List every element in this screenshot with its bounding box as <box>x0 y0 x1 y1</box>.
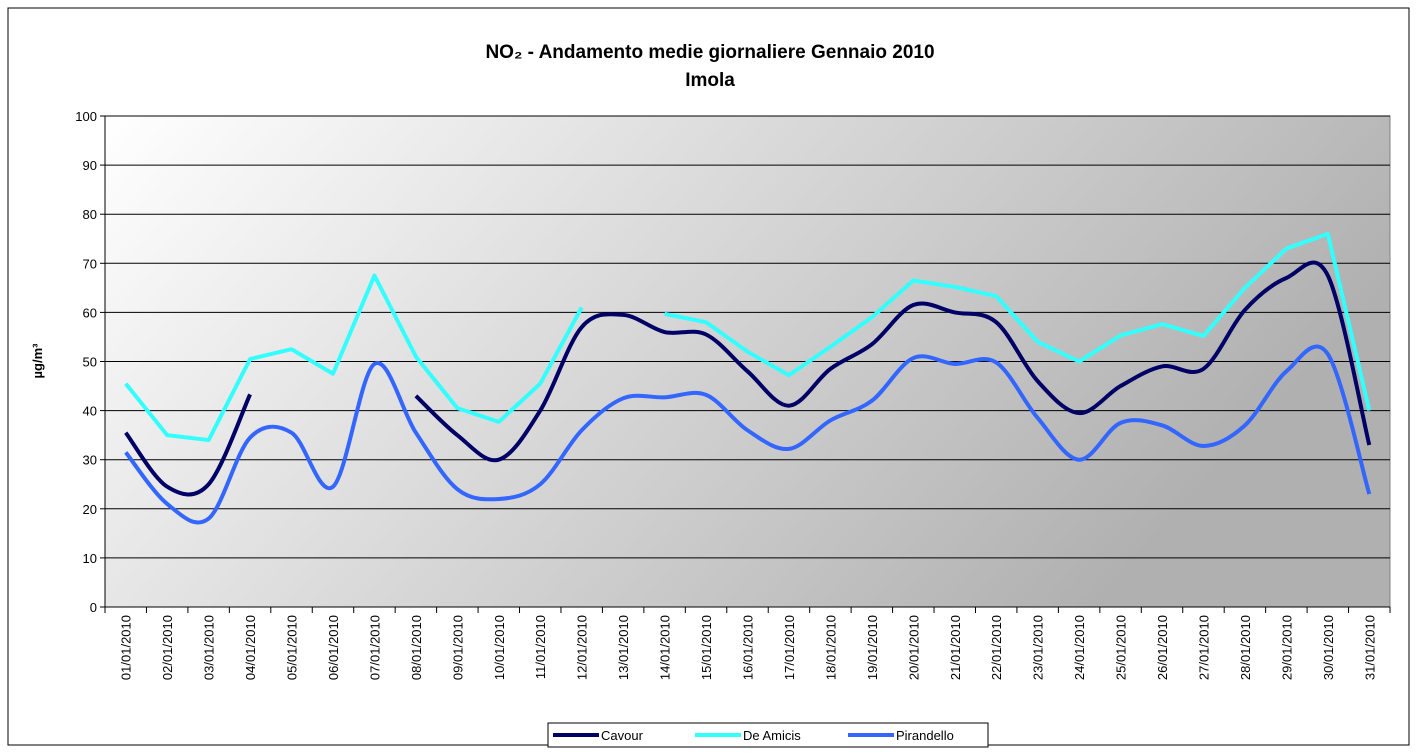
x-tick-label: 15/01/2010 <box>699 615 714 680</box>
x-tick-label: 28/01/2010 <box>1238 615 1253 680</box>
x-tick-label: 11/01/2010 <box>533 615 548 679</box>
x-tick-label: 07/01/2010 <box>367 615 382 680</box>
x-tick-label: 25/01/2010 <box>1114 615 1129 680</box>
y-tick-label: 0 <box>90 600 97 615</box>
legend-label: Cavour <box>601 728 644 743</box>
x-tick-label: 12/01/2010 <box>575 615 590 680</box>
legend-label: Pirandello <box>896 728 954 743</box>
legend-label: De Amicis <box>743 728 801 743</box>
y-tick-label: 10 <box>83 551 97 566</box>
x-tick-label: 24/01/2010 <box>1072 615 1087 680</box>
y-tick-label: 30 <box>83 453 97 468</box>
y-tick-label: 100 <box>75 109 97 124</box>
x-tick-label: 13/01/2010 <box>616 615 631 680</box>
x-tick-label: 02/01/2010 <box>160 615 175 680</box>
y-tick-label: 90 <box>83 158 97 173</box>
x-tick-label: 14/01/2010 <box>658 615 673 680</box>
x-tick-label: 10/01/2010 <box>492 615 507 680</box>
legend-box <box>547 722 989 748</box>
x-tick-label: 27/01/2010 <box>1196 615 1211 680</box>
x-tick-label: 30/01/2010 <box>1321 615 1336 680</box>
x-tick-label: 18/01/2010 <box>823 615 838 680</box>
x-tick-label: 19/01/2010 <box>865 615 880 680</box>
x-tick-label: 09/01/2010 <box>450 615 465 680</box>
x-tick-label: 04/01/2010 <box>243 615 258 680</box>
series-line <box>124 260 1372 497</box>
x-tick-label: 17/01/2010 <box>782 615 797 680</box>
y-tick-label: 80 <box>83 207 97 222</box>
y-tick-label: 60 <box>83 305 97 320</box>
x-tick-label: 05/01/2010 <box>285 615 300 680</box>
x-tick-label: 03/01/2010 <box>202 615 217 680</box>
y-tick-label: 40 <box>83 404 97 419</box>
x-tick-label: 01/01/2010 <box>119 615 134 680</box>
y-tick-label: 70 <box>83 256 97 271</box>
x-tick-label: 08/01/2010 <box>409 615 424 680</box>
series-line <box>124 231 1372 443</box>
x-tick-label: 23/01/2010 <box>1031 615 1046 680</box>
x-tick-label: 16/01/2010 <box>741 615 756 680</box>
x-tick-label: 26/01/2010 <box>1155 615 1170 680</box>
x-tick-label: 21/01/2010 <box>948 615 963 680</box>
series-line <box>124 344 1372 525</box>
x-tick-label: 31/01/2010 <box>1362 615 1377 680</box>
y-tick-label: 50 <box>83 355 97 370</box>
x-tick-label: 29/01/2010 <box>1279 615 1294 680</box>
x-tick-label: 22/01/2010 <box>989 615 1004 680</box>
y-axis-label: µg/m³ <box>30 343 45 379</box>
chart-subtitle: Imola <box>685 70 735 91</box>
y-tick-label: 20 <box>83 502 97 517</box>
x-tick-label: 06/01/2010 <box>326 615 341 680</box>
x-tick-label: 20/01/2010 <box>906 615 921 680</box>
chart-title: NO₂ - Andamento medie giornaliere Gennai… <box>485 42 934 63</box>
